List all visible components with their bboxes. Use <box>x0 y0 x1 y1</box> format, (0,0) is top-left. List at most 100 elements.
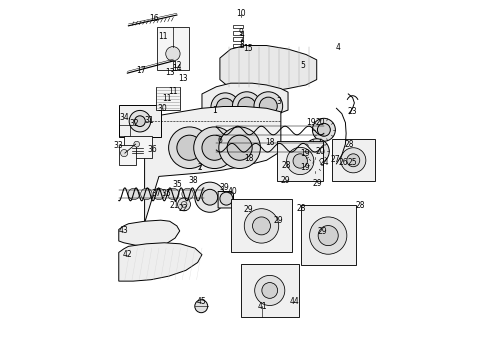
Text: 16: 16 <box>149 14 158 23</box>
Text: 28: 28 <box>344 140 354 149</box>
Polygon shape <box>145 107 281 223</box>
Text: 40: 40 <box>227 187 237 196</box>
Polygon shape <box>119 220 180 246</box>
Circle shape <box>318 123 330 136</box>
Text: 7: 7 <box>239 35 244 44</box>
Circle shape <box>304 139 329 164</box>
Circle shape <box>220 192 233 205</box>
Text: 12: 12 <box>172 61 182 70</box>
Bar <box>231 199 292 252</box>
Circle shape <box>341 148 366 173</box>
Bar <box>233 37 243 41</box>
Text: 19: 19 <box>300 149 310 158</box>
Bar <box>233 25 243 28</box>
Text: 32: 32 <box>130 119 139 128</box>
Bar <box>300 205 356 265</box>
Polygon shape <box>218 192 234 208</box>
Text: 29: 29 <box>313 179 322 188</box>
Circle shape <box>177 135 202 160</box>
Text: 29: 29 <box>274 216 284 225</box>
Circle shape <box>128 188 140 200</box>
Circle shape <box>219 127 260 168</box>
Circle shape <box>182 188 194 200</box>
Text: 33: 33 <box>114 141 123 150</box>
Circle shape <box>169 127 210 168</box>
Circle shape <box>232 92 261 121</box>
Circle shape <box>129 111 151 132</box>
Text: 28: 28 <box>282 161 292 170</box>
Text: 17: 17 <box>136 66 146 75</box>
Bar <box>157 27 189 69</box>
Text: 28: 28 <box>297 204 306 213</box>
Circle shape <box>195 182 225 212</box>
Text: 18: 18 <box>266 138 275 147</box>
Text: 31: 31 <box>144 116 154 125</box>
Bar <box>241 264 299 317</box>
Circle shape <box>121 149 128 157</box>
Circle shape <box>153 188 165 200</box>
Text: 9: 9 <box>239 28 244 37</box>
Text: 28: 28 <box>355 201 365 210</box>
Text: 27: 27 <box>331 155 340 164</box>
Bar <box>233 44 243 47</box>
Text: 10: 10 <box>237 9 246 18</box>
Circle shape <box>202 189 218 205</box>
Text: 13: 13 <box>178 75 188 84</box>
Bar <box>277 141 323 181</box>
Circle shape <box>135 116 146 127</box>
Polygon shape <box>202 83 288 126</box>
Text: 44: 44 <box>290 297 299 306</box>
Text: 3: 3 <box>277 96 282 105</box>
Circle shape <box>227 135 252 160</box>
Circle shape <box>141 188 152 200</box>
Text: 14: 14 <box>172 64 182 73</box>
Text: 24: 24 <box>319 158 329 167</box>
Polygon shape <box>220 45 317 92</box>
Bar <box>124 136 152 158</box>
Circle shape <box>195 300 208 313</box>
Text: 26: 26 <box>339 158 348 167</box>
Bar <box>233 31 243 35</box>
Circle shape <box>168 188 179 200</box>
Text: 37: 37 <box>151 189 161 198</box>
Text: 29: 29 <box>280 176 290 185</box>
Bar <box>332 139 375 181</box>
Text: 23: 23 <box>347 107 357 116</box>
Text: 5: 5 <box>300 61 305 70</box>
Text: 42: 42 <box>122 250 132 259</box>
Circle shape <box>252 217 270 235</box>
Circle shape <box>262 283 278 298</box>
Circle shape <box>318 226 338 246</box>
Circle shape <box>211 93 240 122</box>
Text: 11: 11 <box>158 32 167 41</box>
Circle shape <box>293 154 307 168</box>
Circle shape <box>347 154 360 167</box>
Circle shape <box>134 141 140 147</box>
Text: 11: 11 <box>162 94 171 103</box>
Text: 35: 35 <box>172 180 182 189</box>
Circle shape <box>307 157 323 173</box>
Text: 2: 2 <box>198 163 202 172</box>
Text: 13: 13 <box>165 68 174 77</box>
Text: 30: 30 <box>157 104 167 113</box>
Text: 18: 18 <box>244 154 253 163</box>
Text: 41: 41 <box>257 302 267 311</box>
Circle shape <box>245 209 279 243</box>
Circle shape <box>202 135 227 160</box>
Circle shape <box>238 97 256 115</box>
Polygon shape <box>119 243 202 281</box>
Text: 1: 1 <box>212 105 217 114</box>
Text: 6: 6 <box>218 136 222 145</box>
Text: 39: 39 <box>220 183 229 192</box>
Circle shape <box>255 275 285 306</box>
Circle shape <box>259 97 277 115</box>
Circle shape <box>313 118 335 141</box>
Text: 11: 11 <box>169 86 178 95</box>
Circle shape <box>177 198 191 211</box>
Text: 38: 38 <box>188 176 198 185</box>
Text: 20: 20 <box>316 147 325 156</box>
Circle shape <box>287 147 314 175</box>
Text: 29: 29 <box>318 228 327 237</box>
Text: 29: 29 <box>243 205 253 214</box>
Bar <box>119 105 161 137</box>
